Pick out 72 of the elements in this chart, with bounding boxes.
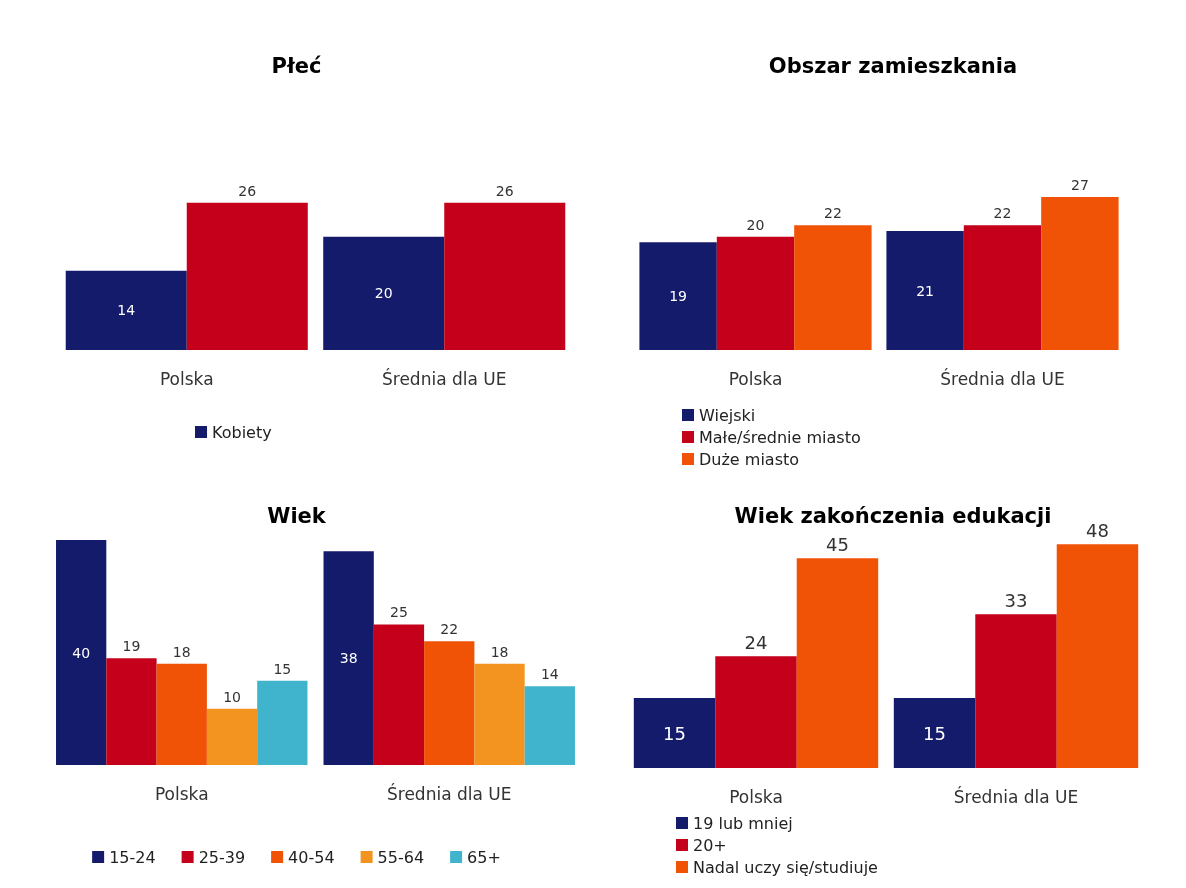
legend-label: 15-24: [109, 847, 156, 867]
data-label: 15: [663, 722, 686, 744]
bar: [794, 225, 872, 350]
bar: [524, 686, 575, 765]
legend-label: 20+: [693, 835, 727, 855]
bar: [1056, 544, 1139, 768]
chart-title: Płeć: [271, 53, 322, 78]
data-label: 27: [1070, 177, 1089, 193]
data-label: 14: [540, 666, 559, 683]
data-label: 26: [238, 182, 257, 199]
x-tick-label: Średnia dla UE: [940, 367, 1065, 389]
bar: [975, 614, 1057, 768]
bar: [106, 658, 157, 765]
data-label: 19: [669, 288, 688, 305]
data-label: 22: [823, 205, 842, 222]
legend-label: 65+: [467, 847, 501, 867]
bar: [257, 680, 308, 765]
legend-label: 19 lub mniej: [693, 813, 793, 833]
data-label: 21: [916, 282, 935, 299]
x-tick-label: Średnia dla UE: [953, 785, 1079, 807]
data-label: 33: [1004, 589, 1028, 611]
data-label: 40: [72, 644, 91, 661]
data-label: 24: [744, 631, 768, 653]
data-label: 22: [993, 205, 1012, 222]
x-tick-label: Średnia dla UE: [387, 782, 512, 804]
data-label: 14: [117, 302, 136, 319]
chart-title: Obszar zamieszkania: [768, 53, 1018, 78]
legend-label: Nadal uczy się/studiuje: [693, 857, 878, 877]
legend-label: Małe/średnie miasto: [699, 427, 861, 447]
bar: [893, 698, 976, 768]
data-label: 15: [923, 722, 946, 744]
bar: [56, 540, 107, 765]
bar: [796, 558, 879, 768]
bar: [373, 624, 425, 765]
bar: [323, 551, 374, 765]
x-tick-label: Polska: [728, 368, 783, 389]
legend-label: Wiejski: [699, 405, 756, 425]
bar: [156, 663, 207, 765]
data-label: 10: [223, 688, 241, 705]
data-label: 18: [172, 643, 191, 660]
x-tick-label: Polska: [154, 783, 209, 804]
data-label: 15: [273, 660, 292, 677]
chart-title: Wiek: [267, 503, 327, 528]
legend-label: 55-64: [377, 847, 425, 867]
bar: [474, 663, 525, 765]
data-label: 18: [490, 643, 509, 660]
data-label: 22: [440, 621, 459, 638]
legend-label: Kobiety: [212, 422, 272, 442]
x-tick-label: Polska: [159, 368, 214, 389]
data-label: 20: [374, 285, 393, 302]
data-label: 26: [495, 182, 514, 199]
x-tick-label: Średnia dla UE: [382, 367, 507, 389]
legend-label: Duże miasto: [699, 449, 800, 469]
bar: [886, 231, 964, 350]
bar: [963, 225, 1042, 350]
bar: [716, 236, 795, 350]
data-label: 45: [826, 533, 849, 555]
x-tick-label: Polska: [729, 786, 783, 807]
data-label: 38: [339, 650, 358, 667]
legend-label: 40-54: [288, 847, 335, 867]
chart-title: Wiek zakończenia edukacji: [734, 503, 1052, 528]
bar: [1041, 197, 1119, 350]
bar: [206, 708, 258, 765]
bar: [715, 656, 797, 768]
legend-label: 25-39: [198, 847, 246, 867]
data-label: 20: [746, 216, 765, 233]
data-label: 19: [122, 638, 141, 655]
data-label: 48: [1086, 519, 1109, 541]
bar: [633, 698, 716, 768]
data-label: 25: [390, 604, 408, 621]
bar: [639, 242, 717, 350]
bar: [424, 641, 475, 765]
